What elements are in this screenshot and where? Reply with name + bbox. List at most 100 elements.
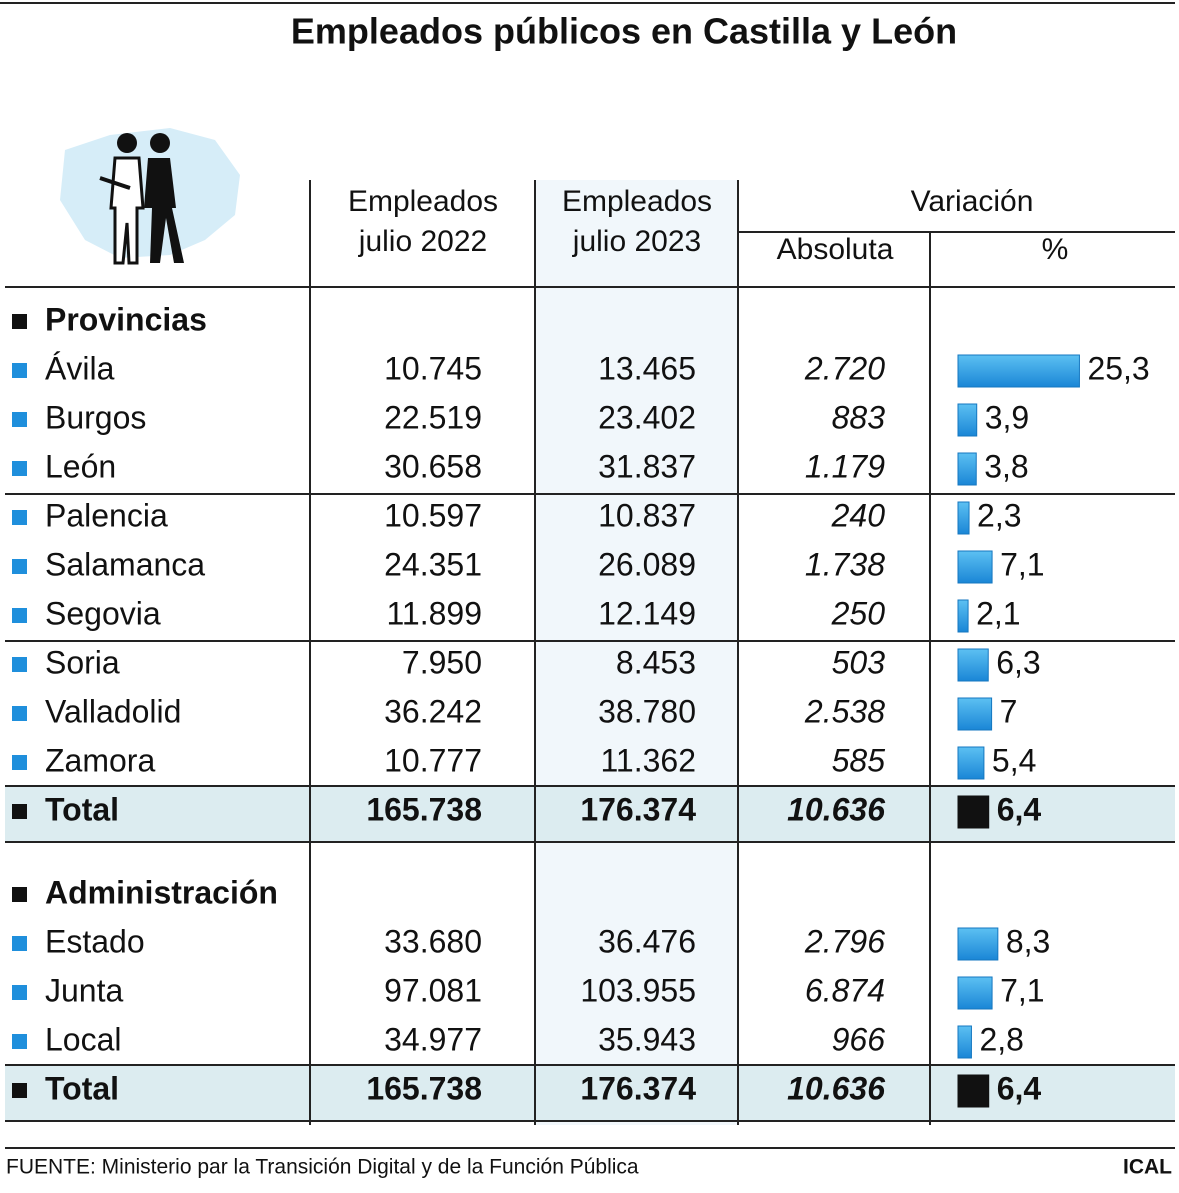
cell: 24.351 xyxy=(384,546,482,582)
bullet xyxy=(12,461,27,476)
cell: 35.943 xyxy=(598,1021,696,1057)
cell: 176.374 xyxy=(580,1070,696,1106)
bar-label: 5,4 xyxy=(992,742,1036,778)
bullet xyxy=(12,706,27,721)
cell: 38.780 xyxy=(598,693,696,729)
row-name: Salamanca xyxy=(45,546,205,582)
cell: 26.089 xyxy=(598,546,696,582)
bar xyxy=(957,501,970,535)
bar xyxy=(957,976,993,1010)
cell: 10.837 xyxy=(598,497,696,533)
bar-label: 2,1 xyxy=(976,595,1020,631)
cell: 10.636 xyxy=(787,791,885,827)
cell: 13.465 xyxy=(598,350,696,386)
cell: 103.955 xyxy=(580,972,696,1008)
bar xyxy=(957,648,989,682)
bar-label: 8,3 xyxy=(1006,923,1050,959)
cell: 36.242 xyxy=(384,693,482,729)
cell: 11.362 xyxy=(601,742,697,778)
row-name: Segovia xyxy=(45,595,161,631)
header: Empleados julio 2022 Empleados julio 202… xyxy=(5,180,1175,1125)
cell: 10.597 xyxy=(384,497,482,533)
bullet xyxy=(12,657,27,672)
bar xyxy=(957,550,993,584)
bar xyxy=(957,403,978,437)
bar xyxy=(957,697,993,731)
cell: 34.977 xyxy=(384,1021,482,1057)
cell: 1.738 xyxy=(805,546,885,582)
bullet xyxy=(12,887,27,902)
row-name: Burgos xyxy=(45,399,146,435)
bar-label: 7 xyxy=(1000,693,1018,729)
cell: 10.777 xyxy=(384,742,482,778)
cell: 7.950 xyxy=(402,644,482,680)
cell: 12.149 xyxy=(598,595,696,631)
row-name: Palencia xyxy=(45,497,168,533)
cell: 23.402 xyxy=(598,399,696,435)
cell: 2.796 xyxy=(804,923,885,959)
cell: 30.658 xyxy=(384,448,482,484)
source: FUENTE: Ministerio par la Transición Dig… xyxy=(6,1156,639,1179)
cell: 10.745 xyxy=(384,350,482,386)
bar xyxy=(957,599,969,633)
bar xyxy=(957,927,999,961)
header-text: julio 2022 xyxy=(358,225,487,258)
bar xyxy=(957,1025,972,1059)
cell: 6.874 xyxy=(805,972,885,1008)
bar-label: 2,3 xyxy=(977,497,1021,533)
row-name: Ávila xyxy=(45,350,115,386)
bar-label: 3,8 xyxy=(984,448,1028,484)
bullet xyxy=(12,314,27,329)
section-title: Administración xyxy=(45,874,278,910)
title: Empleados públicos en Castilla y León xyxy=(291,11,957,52)
cell: 250 xyxy=(831,595,886,631)
icon xyxy=(60,128,240,265)
row-name: Valladolid xyxy=(45,693,181,729)
cell: 966 xyxy=(832,1021,886,1057)
bullet xyxy=(12,804,27,819)
bullet xyxy=(12,559,27,574)
bar xyxy=(957,354,1080,388)
row-name: Junta xyxy=(45,972,123,1008)
bar xyxy=(957,795,990,829)
bullet xyxy=(12,936,27,951)
row-name: León xyxy=(45,448,116,484)
row-name: Estado xyxy=(45,923,145,959)
cell: 585 xyxy=(832,742,886,778)
cell: 883 xyxy=(832,399,886,435)
bar xyxy=(957,452,977,486)
bar-label: 6,3 xyxy=(996,644,1040,680)
bullet xyxy=(12,363,27,378)
cell: 33.680 xyxy=(384,923,482,959)
cell: 176.374 xyxy=(580,791,696,827)
cell: 2.720 xyxy=(804,350,885,386)
cell: 240 xyxy=(831,497,886,533)
row-name: Total xyxy=(45,1070,119,1106)
section-title: Provincias xyxy=(45,301,207,337)
bar xyxy=(957,1074,990,1108)
cell: 10.636 xyxy=(787,1070,885,1106)
bullet xyxy=(12,412,27,427)
header-text: Empleados xyxy=(348,185,498,218)
cell: 36.476 xyxy=(598,923,696,959)
cell: 165.738 xyxy=(366,791,482,827)
bullet xyxy=(12,1034,27,1049)
cell: 97.081 xyxy=(384,972,482,1008)
row-name: Total xyxy=(45,791,119,827)
credit: ICAL xyxy=(1123,1156,1172,1179)
row-name: Zamora xyxy=(45,742,155,778)
cell: 11.899 xyxy=(387,595,483,631)
header-text: Absoluta xyxy=(777,233,894,266)
cell: 165.738 xyxy=(366,1070,482,1106)
cell: 503 xyxy=(832,644,886,680)
bar-label: 25,3 xyxy=(1087,350,1149,386)
bar-label: 7,1 xyxy=(1000,546,1044,582)
bar-label: 7,1 xyxy=(1000,972,1044,1008)
cell: 1.179 xyxy=(805,448,885,484)
bullet xyxy=(12,985,27,1000)
bullet xyxy=(12,755,27,770)
bullet xyxy=(12,608,27,623)
bar-label: 2,8 xyxy=(979,1021,1023,1057)
bar xyxy=(957,746,985,780)
